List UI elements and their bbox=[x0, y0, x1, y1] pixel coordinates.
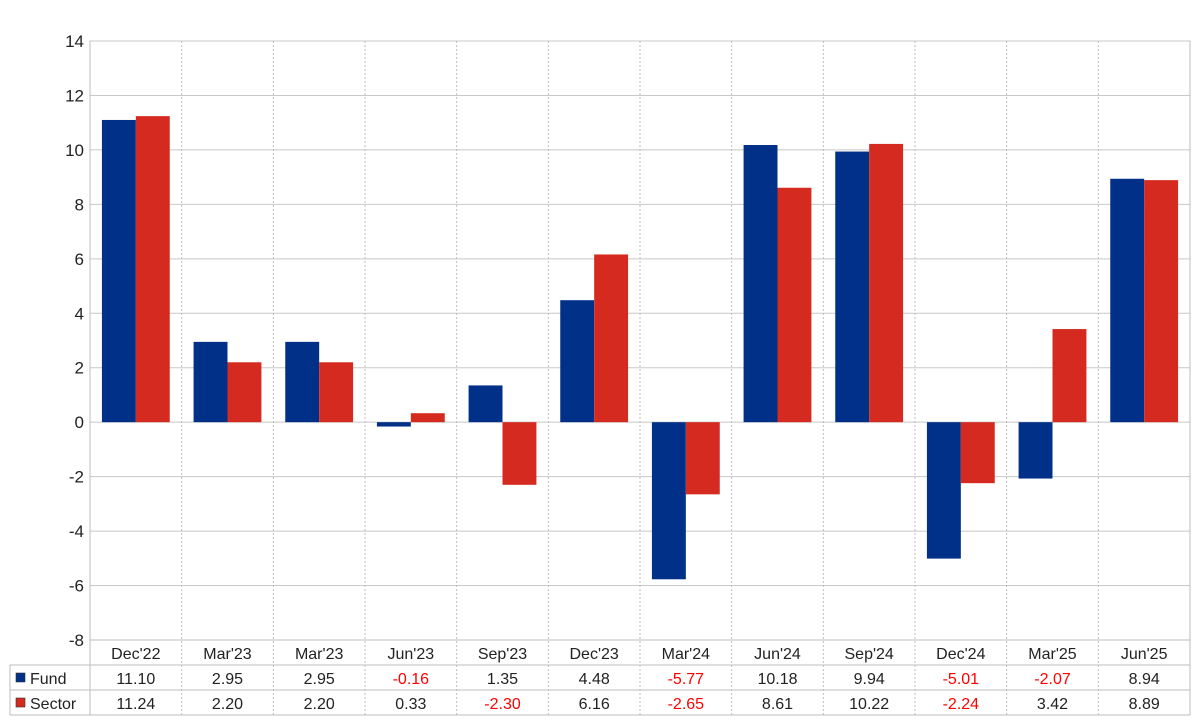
data-label: 2.20 bbox=[304, 696, 335, 713]
bar-fund bbox=[1110, 178, 1145, 423]
data-label: -2.24 bbox=[943, 696, 980, 713]
data-label: 10.18 bbox=[757, 671, 797, 688]
bar-sector bbox=[502, 422, 537, 485]
x-tick-label: Mar'25 bbox=[1028, 646, 1077, 663]
y-tick-label: -2 bbox=[69, 468, 84, 487]
data-label: 10.22 bbox=[849, 696, 889, 713]
data-label: 3.42 bbox=[1037, 696, 1068, 713]
legend-swatch-fund bbox=[15, 672, 26, 683]
bar-sector bbox=[135, 116, 170, 423]
data-label: 2.95 bbox=[304, 671, 335, 688]
x-tick-label: Sep'24 bbox=[845, 646, 894, 663]
bar-sector bbox=[594, 254, 629, 423]
bar-sector bbox=[1144, 180, 1179, 423]
bar-fund bbox=[101, 119, 136, 423]
y-tick-label: 6 bbox=[75, 250, 84, 269]
bar-fund bbox=[285, 341, 320, 423]
bar-fund bbox=[560, 300, 595, 423]
data-label: -5.01 bbox=[943, 671, 980, 688]
data-label: 4.48 bbox=[579, 671, 610, 688]
bar-sector bbox=[777, 187, 812, 423]
y-tick-label: -8 bbox=[69, 631, 84, 650]
y-tick-label: 0 bbox=[75, 413, 84, 432]
legend-swatch-sector bbox=[15, 697, 26, 708]
x-tick-label: Dec'22 bbox=[111, 646, 160, 663]
x-tick-label: Mar'23 bbox=[295, 646, 344, 663]
x-tick-label: Dec'23 bbox=[570, 646, 619, 663]
data-label: 6.16 bbox=[579, 696, 610, 713]
bar-fund bbox=[376, 422, 411, 427]
y-tick-label: -6 bbox=[69, 577, 84, 596]
data-label: 8.94 bbox=[1129, 671, 1160, 688]
bar-sector bbox=[319, 362, 354, 423]
x-tick-label: Mar'23 bbox=[203, 646, 252, 663]
y-tick-label: 10 bbox=[65, 141, 84, 160]
x-tick-label: Jun'23 bbox=[388, 646, 435, 663]
data-label: 1.35 bbox=[487, 671, 518, 688]
data-table: Dec'22 Mar'23 Mar'23 Jun'23 Sep'23 Dec'23 Mar'… bbox=[9, 639, 1190, 716]
bar-fund bbox=[193, 341, 228, 423]
x-tick-label: Jun'25 bbox=[1121, 646, 1168, 663]
x-tick-label: Dec'24 bbox=[936, 646, 985, 663]
bar-sector bbox=[869, 143, 904, 423]
bar-fund bbox=[1018, 422, 1053, 479]
data-label: -5.77 bbox=[668, 671, 705, 688]
data-label: -2.65 bbox=[668, 696, 705, 713]
grid-lines bbox=[89, 40, 1191, 715]
data-label: -2.30 bbox=[484, 696, 521, 713]
data-label: -2.07 bbox=[1034, 671, 1071, 688]
y-tick-label: 14 bbox=[65, 32, 84, 51]
data-label: 8.61 bbox=[762, 696, 793, 713]
bar-sector bbox=[227, 362, 262, 423]
bar-sector bbox=[1052, 329, 1087, 423]
bar-sector bbox=[960, 422, 995, 484]
y-tick-label: 2 bbox=[75, 359, 84, 378]
x-tick-label: Jun'24 bbox=[754, 646, 801, 663]
bar-fund bbox=[468, 385, 503, 423]
y-tick-label: 4 bbox=[75, 304, 84, 323]
bar-fund bbox=[926, 422, 961, 559]
data-label: 8.89 bbox=[1129, 696, 1160, 713]
bar-fund bbox=[743, 145, 778, 423]
bars bbox=[101, 116, 1179, 580]
data-label: 11.24 bbox=[116, 696, 155, 713]
y-tick-label: 8 bbox=[75, 195, 84, 214]
bar-sector bbox=[410, 413, 445, 423]
data-label: 2.20 bbox=[212, 696, 243, 713]
bar-fund bbox=[835, 151, 870, 423]
x-tick-label: Mar'24 bbox=[662, 646, 711, 663]
legend-label-fund: Fund bbox=[30, 671, 66, 688]
y-axis: -8 -6 -4 -2 0 2 4 6 8 10 12 14 bbox=[65, 32, 84, 650]
y-tick-label: -4 bbox=[69, 522, 84, 541]
bar-fund bbox=[651, 422, 686, 580]
data-label: 0.33 bbox=[395, 696, 426, 713]
data-label: 11.10 bbox=[116, 671, 155, 688]
data-label: 2.95 bbox=[212, 671, 243, 688]
x-tick-label: Sep'23 bbox=[478, 646, 527, 663]
legend-label-sector: Sector bbox=[30, 696, 77, 713]
data-label: -0.16 bbox=[393, 671, 430, 688]
y-tick-label: 12 bbox=[65, 86, 84, 105]
bar-sector bbox=[685, 422, 720, 495]
data-label: 9.94 bbox=[854, 671, 885, 688]
